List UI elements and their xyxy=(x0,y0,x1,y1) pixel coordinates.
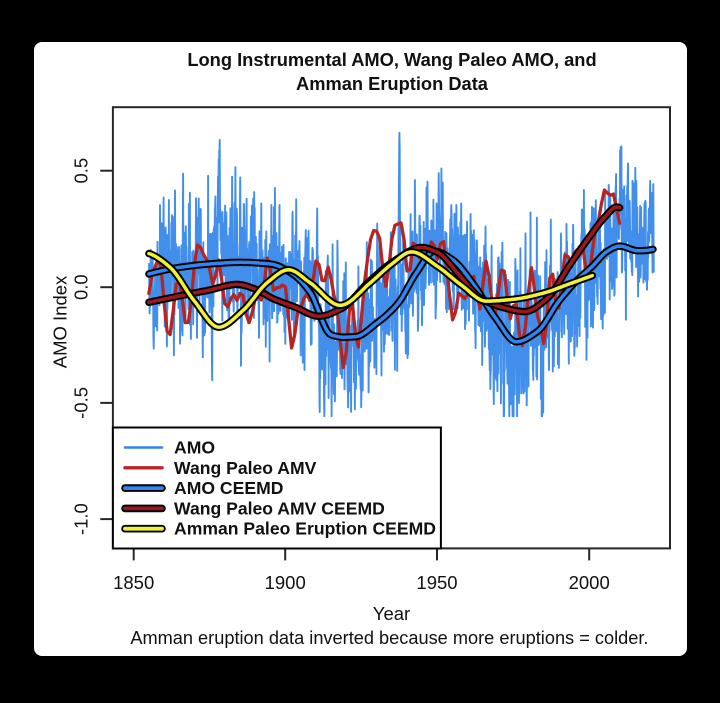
svg-text:1900: 1900 xyxy=(265,572,306,593)
svg-text:2000: 2000 xyxy=(569,572,610,593)
svg-text:1950: 1950 xyxy=(416,572,457,593)
svg-text:AMO: AMO xyxy=(174,438,215,458)
svg-text:-1.0: -1.0 xyxy=(71,503,92,535)
svg-text:Amman eruption data inverted b: Amman eruption data inverted because mor… xyxy=(130,628,648,648)
svg-text:Year: Year xyxy=(373,603,410,624)
svg-text:AMO CEEMD: AMO CEEMD xyxy=(174,478,283,498)
svg-text:Long Instrumental AMO, Wang Pa: Long Instrumental AMO, Wang Paleo AMO, a… xyxy=(187,49,596,70)
svg-text:Wang Paleo AMV CEEMD: Wang Paleo AMV CEEMD xyxy=(174,498,385,518)
svg-text:1850: 1850 xyxy=(113,572,154,593)
svg-text:-0.5: -0.5 xyxy=(71,387,92,419)
svg-text:AMO Index: AMO Index xyxy=(50,275,71,368)
svg-text:0.5: 0.5 xyxy=(71,158,92,184)
svg-text:Amman Eruption Data: Amman Eruption Data xyxy=(296,73,489,94)
svg-text:Amman Paleo Eruption CEEMD: Amman Paleo Eruption CEEMD xyxy=(174,519,436,539)
svg-text:Wang Paleo AMV: Wang Paleo AMV xyxy=(174,458,317,478)
svg-text:0.0: 0.0 xyxy=(71,274,92,300)
